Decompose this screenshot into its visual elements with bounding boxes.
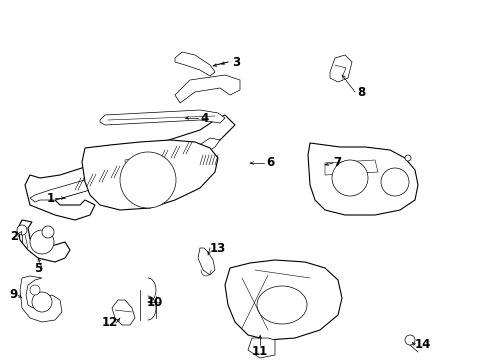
Polygon shape (100, 110, 224, 125)
Polygon shape (175, 52, 215, 76)
Circle shape (404, 335, 414, 345)
Circle shape (120, 152, 176, 208)
Polygon shape (125, 158, 145, 165)
Circle shape (30, 230, 54, 254)
Text: 14: 14 (414, 338, 430, 351)
Text: 6: 6 (265, 157, 274, 170)
Polygon shape (307, 143, 417, 215)
Circle shape (404, 155, 410, 161)
Polygon shape (25, 115, 235, 220)
Text: 13: 13 (209, 242, 226, 255)
Polygon shape (112, 300, 135, 325)
Polygon shape (198, 248, 215, 275)
Text: 11: 11 (251, 345, 267, 358)
Polygon shape (20, 276, 62, 322)
Circle shape (30, 285, 40, 295)
Polygon shape (247, 338, 274, 358)
Text: 5: 5 (34, 261, 42, 274)
Circle shape (17, 225, 27, 235)
Polygon shape (30, 138, 220, 202)
Text: 9: 9 (10, 288, 18, 302)
Text: 10: 10 (146, 297, 163, 310)
Text: 4: 4 (200, 112, 208, 125)
Polygon shape (329, 55, 351, 82)
Circle shape (42, 226, 54, 238)
Circle shape (32, 292, 52, 312)
Ellipse shape (257, 286, 306, 324)
Circle shape (331, 160, 367, 196)
Text: 12: 12 (102, 316, 118, 329)
Text: 1: 1 (47, 192, 55, 204)
Text: 8: 8 (356, 85, 365, 99)
Text: 7: 7 (332, 157, 341, 170)
Polygon shape (224, 260, 341, 340)
Text: 3: 3 (231, 55, 240, 68)
Polygon shape (82, 140, 218, 210)
Polygon shape (325, 160, 377, 175)
Polygon shape (175, 75, 240, 103)
Polygon shape (18, 220, 70, 262)
Text: 2: 2 (10, 230, 18, 243)
Circle shape (380, 168, 408, 196)
